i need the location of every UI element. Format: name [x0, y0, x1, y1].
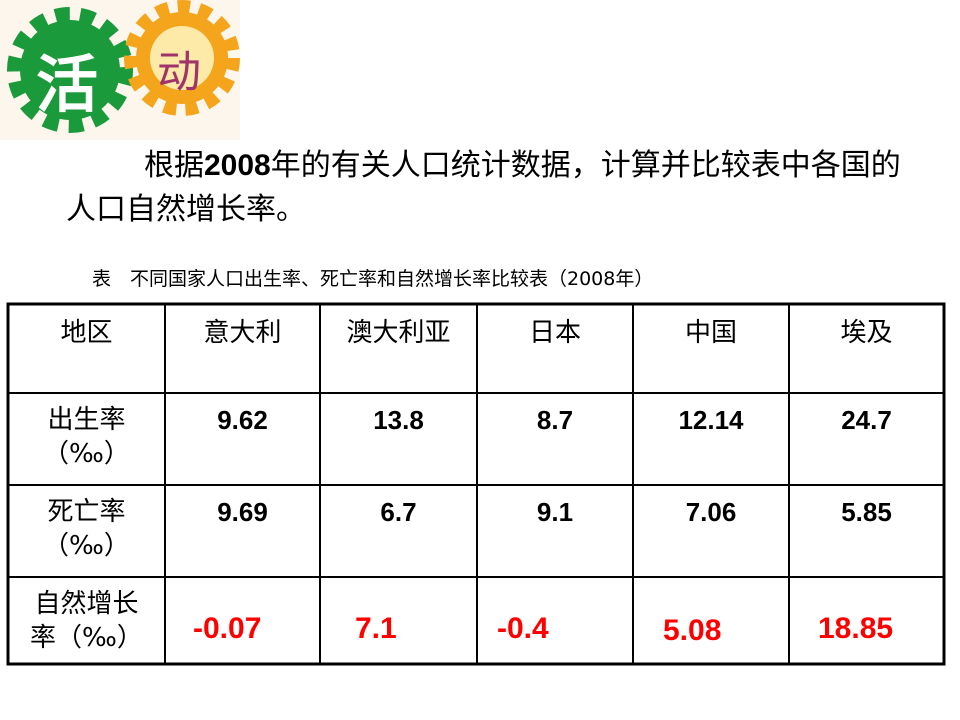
- value-cell: 5.85: [841, 497, 892, 527]
- row-label: 出生率: [47, 405, 126, 435]
- header-cell: 日本: [528, 318, 581, 348]
- gear-green-body: [20, 20, 120, 120]
- year: 2008: [204, 149, 271, 182]
- text: 根据: [144, 148, 204, 183]
- badge-left: 活: [36, 48, 99, 121]
- table-grid: [6, 302, 946, 666]
- row-label: （‰）: [43, 439, 130, 469]
- row-label: 自然增长: [34, 589, 139, 619]
- row-label: （‰）: [43, 531, 130, 561]
- header-cell: 地区: [60, 318, 113, 348]
- value-cell: 9.69: [217, 497, 268, 527]
- value-cell: 8.7: [536, 405, 574, 435]
- table-caption: 表 不同国家人口出生率、死亡率和自然增长率比较表（2008年）: [92, 268, 654, 290]
- value-cell: 5.08: [663, 614, 722, 647]
- row-label: 死亡率: [47, 497, 126, 527]
- value-cell: -0.07: [193, 612, 262, 645]
- value-cell: 7.06: [685, 497, 737, 527]
- value-cell: 18.85: [818, 612, 894, 645]
- gear-orange-core: [150, 26, 214, 90]
- value-cell: 9.62: [217, 405, 268, 435]
- gear-green: [7, 7, 133, 133]
- header-cell: 中国: [684, 318, 737, 348]
- value-cell: 12.14: [678, 405, 744, 435]
- value-cell: 6.7: [380, 497, 417, 527]
- badge-right: 动: [157, 47, 201, 98]
- gear-orange: [124, 0, 240, 116]
- value-cell: 13.8: [373, 405, 424, 435]
- text: 年的有关人口统计数据，计算并比较表中各国的人口自然增长率。: [66, 148, 901, 227]
- value-cell: 24.7: [841, 405, 892, 435]
- header-cell: 澳大利亚: [346, 318, 451, 348]
- header-cell: 意大利: [203, 318, 282, 348]
- value-cell: 7.1: [355, 612, 397, 645]
- row-label: 率（‰）: [30, 623, 143, 653]
- paragraph: 根据2008年的有关人口统计数据，计算并比较表中各国的人口自然增长率。: [66, 144, 906, 232]
- header-cell: 埃及: [840, 318, 893, 348]
- value-cell: -0.4: [497, 612, 549, 645]
- value-cell: 9.1: [536, 497, 574, 527]
